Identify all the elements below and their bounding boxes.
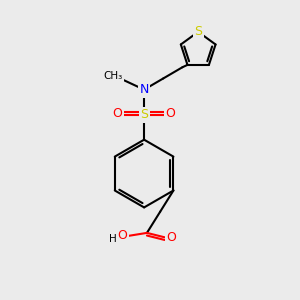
Text: O: O: [166, 107, 176, 120]
Text: O: O: [113, 107, 122, 120]
Text: H: H: [109, 234, 116, 244]
Text: S: S: [194, 26, 202, 38]
Text: O: O: [166, 231, 176, 244]
Text: N: N: [140, 83, 149, 96]
Text: CH₃: CH₃: [103, 71, 123, 81]
Text: O: O: [117, 229, 127, 242]
Text: S: S: [140, 108, 148, 121]
